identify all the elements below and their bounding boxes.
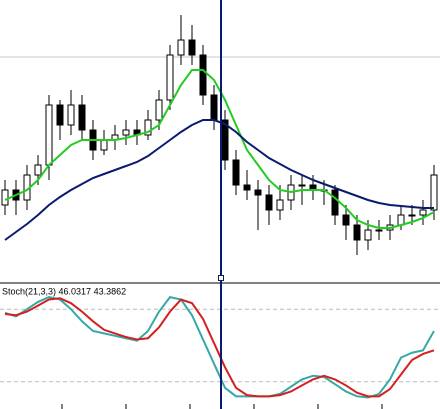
indicator-line [4, 119, 434, 241]
candle-body [342, 214, 350, 226]
candle-body [199, 54, 207, 96]
candle-body [144, 119, 152, 136]
candle-body [34, 164, 42, 176]
candle-body [364, 229, 372, 241]
candle-body [408, 214, 416, 217]
candle-body [56, 104, 64, 126]
candle-body [276, 199, 284, 211]
crosshair-handle [218, 275, 224, 281]
candle-body [331, 189, 339, 216]
candle-body [45, 104, 53, 166]
candle-body [419, 209, 427, 216]
candle-body [122, 129, 130, 136]
candle-body [188, 39, 196, 56]
candle-body [265, 194, 273, 211]
candle-body [210, 94, 218, 121]
candle-body [430, 174, 438, 211]
indicator-label: Stoch(21,3,3) 46.0317 43.3862 [2, 286, 126, 296]
candle-body [298, 184, 306, 187]
candle-body [243, 184, 251, 191]
candle-body [100, 139, 108, 151]
candle-body [254, 189, 262, 196]
indicator-line [4, 297, 435, 398]
indicator-line [4, 69, 435, 229]
candle-body [78, 104, 86, 131]
candle-body [232, 159, 240, 186]
candle-body [1, 189, 9, 206]
x-ticks [61, 404, 383, 409]
candle-body [177, 39, 185, 56]
candle-body [155, 99, 163, 121]
candle-body [67, 104, 75, 126]
candle-body [375, 229, 383, 232]
candle-body [353, 224, 361, 241]
indicator-line [4, 295, 435, 399]
candle-body [166, 54, 174, 101]
